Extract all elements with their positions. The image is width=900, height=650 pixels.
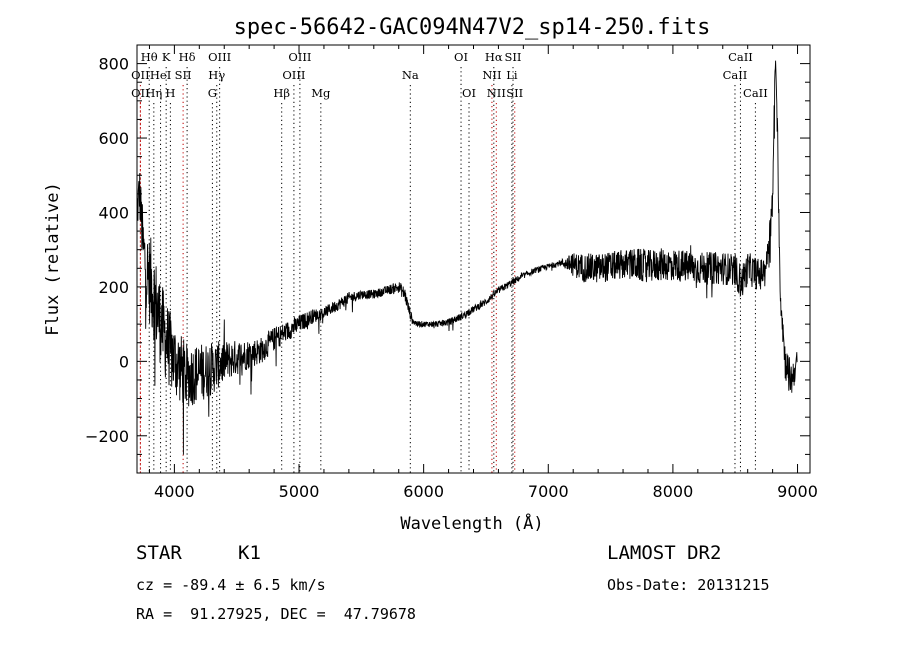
spectral-line-label: Mg [311, 86, 331, 100]
y-tick-label: 600 [98, 129, 129, 148]
spectral-line-label: CaII [728, 50, 753, 64]
y-tick-label: 400 [98, 203, 129, 222]
x-tick-label: 8000 [653, 482, 694, 501]
spectral-line-label: Hδ [179, 50, 196, 64]
y-tick-label: −200 [85, 427, 129, 446]
spectral-line-label: Hα [485, 50, 503, 64]
spectrum-plot-area [137, 60, 798, 455]
object-class: STAR [136, 542, 182, 564]
x-tick-label: 5000 [279, 482, 320, 501]
spectral-line-label: HeI [150, 68, 171, 82]
spectral-line-label: OII [131, 86, 150, 100]
x-axis-label: Wavelength (Å) [400, 512, 543, 534]
spectral-line-label: SII [506, 86, 523, 100]
y-tick-label: 200 [98, 278, 129, 297]
spectral-line-label: SII [505, 50, 522, 64]
spectral-line-label: Na [402, 68, 419, 82]
spectral-line-label: H [165, 86, 175, 100]
survey-name: LAMOST DR2 [607, 542, 722, 564]
spectral-line-label: OIII [208, 50, 231, 64]
y-axis-label: Flux (relative) [43, 182, 63, 336]
x-tick-label: 9000 [777, 482, 818, 501]
observation-date: Obs-Date: 20131215 [607, 576, 770, 594]
x-tick-label: 4000 [154, 482, 195, 501]
spectral-line-label: G [208, 86, 217, 100]
spectral-line-label: NII [482, 68, 501, 82]
x-tick-label: 7000 [528, 482, 569, 501]
redshift-value: cz = -89.4 ± 6.5 km/s [136, 576, 326, 594]
spectral-line-label: Hη [145, 86, 162, 100]
spectral-line-label: K [162, 50, 171, 64]
spectral-line-label: Li [506, 68, 518, 82]
spectral-line-label: Hβ [273, 86, 290, 100]
chart-title: spec-56642-GAC094N47V2_sp14-250.fits [234, 15, 711, 40]
object-subclass: K1 [238, 542, 261, 564]
y-axis: −200 0 200 400 600 800 [85, 44, 810, 474]
spectral-line-label: Hγ [208, 68, 225, 82]
coordinates: RA = 91.27925, DEC = 47.79678 [136, 605, 416, 623]
spectral-line-label: SII [175, 68, 192, 82]
spectral-line-label: OI [454, 50, 468, 64]
spectral-line-label: Hθ [141, 50, 158, 64]
y-tick-label: 0 [119, 352, 129, 371]
spectrum-line [137, 60, 798, 455]
spectral-line-label: CaII [723, 68, 748, 82]
y-tick-label: 800 [98, 55, 129, 74]
spectral-line-label: OIII [282, 68, 305, 82]
x-tick-label: 6000 [403, 482, 444, 501]
x-axis: 4000 5000 6000 7000 8000 9000 [148, 45, 818, 501]
spectral-line-label: OI [462, 86, 476, 100]
spectral-line-label: NII [487, 86, 506, 100]
spectral-line-label: OIII [288, 50, 311, 64]
spectral-line-label: OII [131, 68, 150, 82]
spectral-line-label: CaII [743, 86, 768, 100]
